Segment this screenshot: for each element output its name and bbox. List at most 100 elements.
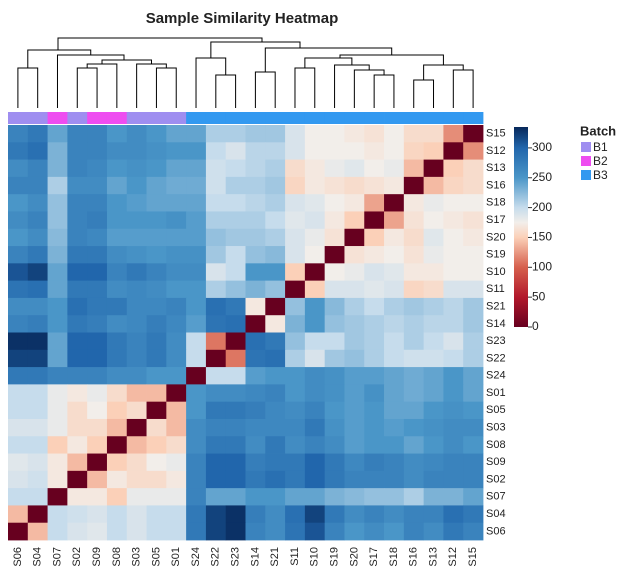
heatmap-cell	[146, 522, 167, 541]
batch-cell	[225, 112, 246, 124]
heatmap-cell	[324, 125, 345, 143]
heatmap-cell	[423, 505, 444, 524]
column-label: S05	[150, 547, 162, 567]
heatmap-cell	[126, 315, 147, 333]
heatmap-cell	[344, 436, 365, 454]
heatmap-cell	[245, 297, 266, 316]
heatmap-cell	[265, 349, 286, 368]
heatmap-cell	[423, 522, 444, 541]
heatmap-cell	[403, 453, 425, 472]
heatmap-cell	[423, 436, 444, 454]
chart-title: Sample Similarity Heatmap	[146, 10, 339, 27]
heatmap-cell	[106, 418, 128, 437]
heatmap-cell	[67, 470, 88, 489]
heatmap-cell	[205, 263, 227, 282]
heatmap-cell	[27, 401, 48, 420]
heatmap-cell	[106, 211, 128, 230]
heatmap-cell	[463, 522, 484, 541]
row-label: S03	[486, 422, 506, 434]
heatmap-cell	[463, 401, 484, 420]
heatmap-cell	[87, 315, 108, 333]
column-label: S06	[12, 547, 24, 567]
heatmap-cell	[225, 384, 246, 403]
heatmap-cell	[364, 436, 385, 454]
heatmap-cell	[27, 211, 48, 230]
heatmap-cell	[443, 470, 464, 489]
heatmap-cell	[106, 505, 128, 524]
row-label: S17	[486, 214, 506, 226]
heatmap-cell	[364, 367, 385, 385]
heatmap-cell	[186, 488, 207, 506]
heatmap-cell	[106, 246, 128, 264]
heatmap-cell	[225, 332, 246, 351]
heatmap-cell	[344, 142, 365, 160]
heatmap-cell	[8, 280, 29, 299]
heatmap-cell	[8, 367, 29, 385]
heatmap-cell	[47, 332, 68, 351]
heatmap-cell	[146, 349, 167, 368]
heatmap-cell	[47, 349, 68, 368]
heatmap-cell	[146, 246, 167, 264]
heatmap-cell	[225, 176, 246, 195]
heatmap-cell	[384, 349, 405, 368]
heatmap-cell	[443, 332, 464, 351]
heatmap-cell	[166, 315, 187, 333]
heatmap-cell	[285, 142, 306, 160]
heatmap-cell	[225, 297, 246, 316]
heatmap-cell	[205, 246, 227, 264]
heatmap-cell	[47, 470, 68, 489]
heatmap-cell	[106, 453, 128, 472]
heatmap-cell	[245, 315, 266, 333]
heatmap-cell	[106, 522, 128, 541]
heatmap-cell	[67, 280, 88, 299]
heatmap-cell	[265, 159, 286, 178]
heatmap-cell	[186, 176, 207, 195]
heatmap-cell	[364, 453, 385, 472]
heatmap-cell	[463, 488, 484, 506]
heatmap-cell	[285, 297, 306, 316]
heatmap-cell	[205, 125, 227, 143]
heatmap-cell	[126, 488, 147, 506]
heatmap-cell	[384, 142, 405, 160]
heatmap-cell	[285, 176, 306, 195]
heatmap-cell	[324, 436, 345, 454]
heatmap-cell	[324, 367, 345, 385]
heatmap-cell	[245, 384, 266, 403]
heatmap-cell	[166, 332, 187, 351]
heatmap-cell	[245, 246, 266, 264]
heatmap-cell	[186, 315, 207, 333]
heatmap-cell	[166, 488, 187, 506]
heatmap-cell	[443, 384, 464, 403]
heatmap-cell	[186, 367, 207, 385]
heatmap-cell	[8, 211, 29, 230]
row-label: S12	[486, 145, 506, 157]
heatmap-cell	[166, 436, 187, 454]
heatmap-cell	[27, 142, 48, 160]
heatmap-cell	[186, 246, 207, 264]
heatmap-cell	[463, 332, 484, 351]
heatmap-cell	[285, 194, 306, 212]
heatmap-cell	[47, 125, 68, 143]
batch-cell	[166, 112, 187, 124]
heatmap-cell	[106, 228, 128, 247]
column-label: S08	[111, 547, 123, 567]
heatmap-cell	[443, 176, 464, 195]
heatmap-cell	[443, 522, 464, 541]
dendrogram-link	[254, 71, 276, 108]
heatmap-cell	[47, 263, 68, 282]
heatmap-cell	[344, 176, 365, 195]
batch-cell	[443, 112, 464, 124]
colorbar-tick-label: 100	[532, 259, 552, 273]
batch-cell	[364, 112, 385, 124]
heatmap-cell	[8, 522, 29, 541]
heatmap-cell	[146, 176, 167, 195]
heatmap-cell	[166, 263, 187, 282]
heatmap-cell	[47, 401, 68, 420]
heatmap-cell	[67, 418, 88, 437]
heatmap-cell	[463, 246, 484, 264]
heatmap-cell	[285, 436, 306, 454]
heatmap-cell	[87, 349, 108, 368]
heatmap-cell	[146, 384, 167, 403]
heatmap-cell	[205, 453, 227, 472]
